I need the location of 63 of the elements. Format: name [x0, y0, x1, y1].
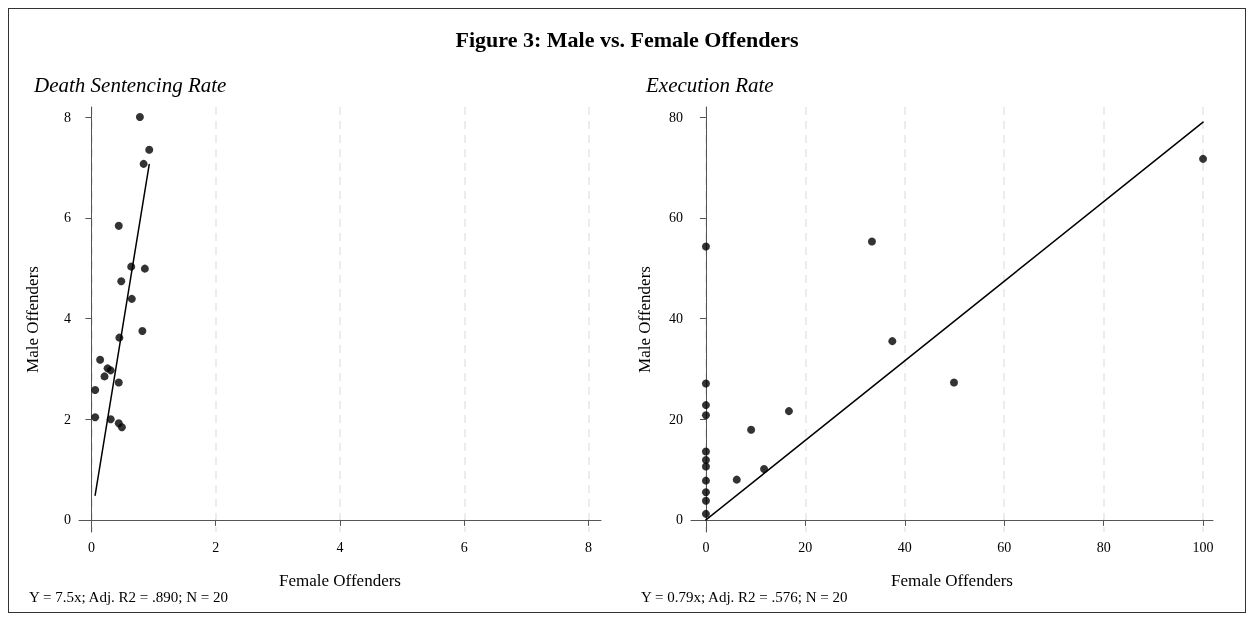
y-tick-label: 80 [669, 109, 683, 125]
x-tick-label: 60 [997, 539, 1012, 555]
point [91, 386, 100, 394]
point [701, 476, 710, 485]
x-axis-title: Female Offenders [279, 571, 401, 590]
text: Y = 0.79x; Adj. R2 = .576; N = 20 [641, 588, 848, 605]
x-tick-label: 40 [897, 539, 912, 555]
y-tick-label: 8 [64, 109, 71, 125]
point [701, 455, 710, 464]
point [100, 372, 109, 381]
point [732, 475, 741, 484]
y-tick-label: 4 [64, 310, 71, 326]
point [701, 462, 710, 471]
y-axis-title: Male Offenders [635, 266, 654, 373]
x-tick-label: 6 [460, 539, 468, 555]
point [96, 355, 105, 364]
x-tick-label: 20 [798, 539, 813, 555]
point [701, 379, 710, 388]
point [701, 242, 710, 251]
point [760, 465, 769, 474]
point [701, 496, 710, 505]
point [135, 113, 144, 122]
point [91, 413, 100, 422]
x-tick-label: 0 [87, 539, 95, 555]
point [127, 294, 136, 303]
text: Y = 7.5x; Adj. R2 = .890; N = 20 [29, 588, 228, 605]
point [117, 423, 126, 432]
point [784, 407, 793, 416]
x-tick-label: 2 [212, 539, 220, 555]
y-tick-label: 6 [64, 210, 71, 226]
point [701, 401, 710, 410]
y-tick-label: 0 [676, 512, 683, 528]
x-axis-title: Female Offenders [891, 571, 1013, 590]
point [140, 264, 149, 273]
x-tick-label: 0 [702, 539, 710, 555]
point [867, 237, 876, 246]
y-tick-label: 60 [669, 210, 683, 226]
y-axis-title: Male Offenders [23, 266, 42, 373]
chart-subtitle: Execution Rate [645, 72, 774, 97]
point [701, 447, 710, 456]
point [701, 488, 710, 497]
point [701, 411, 710, 420]
y-tick-label: 0 [64, 512, 71, 528]
x-tick-label: 8 [585, 539, 593, 555]
point [114, 221, 123, 230]
point [114, 378, 123, 387]
chart-subtitle: Death Sentencing Rate [33, 72, 227, 97]
point [888, 337, 897, 346]
y-tick-label: 40 [669, 310, 683, 326]
point [701, 509, 710, 518]
x-tick-label: 100 [1192, 539, 1214, 555]
x-tick-label: 4 [336, 539, 344, 555]
chart-title: Figure 3: Male vs. Female Offenders [454, 26, 800, 54]
y-tick-label: 2 [64, 411, 71, 427]
point [139, 159, 148, 168]
point [1199, 154, 1208, 163]
point [138, 327, 147, 336]
point [117, 277, 126, 286]
point [747, 425, 756, 434]
y-tick-label: 20 [669, 411, 683, 427]
point [145, 145, 154, 154]
x-tick-label: 80 [1096, 539, 1111, 555]
point [950, 378, 958, 387]
